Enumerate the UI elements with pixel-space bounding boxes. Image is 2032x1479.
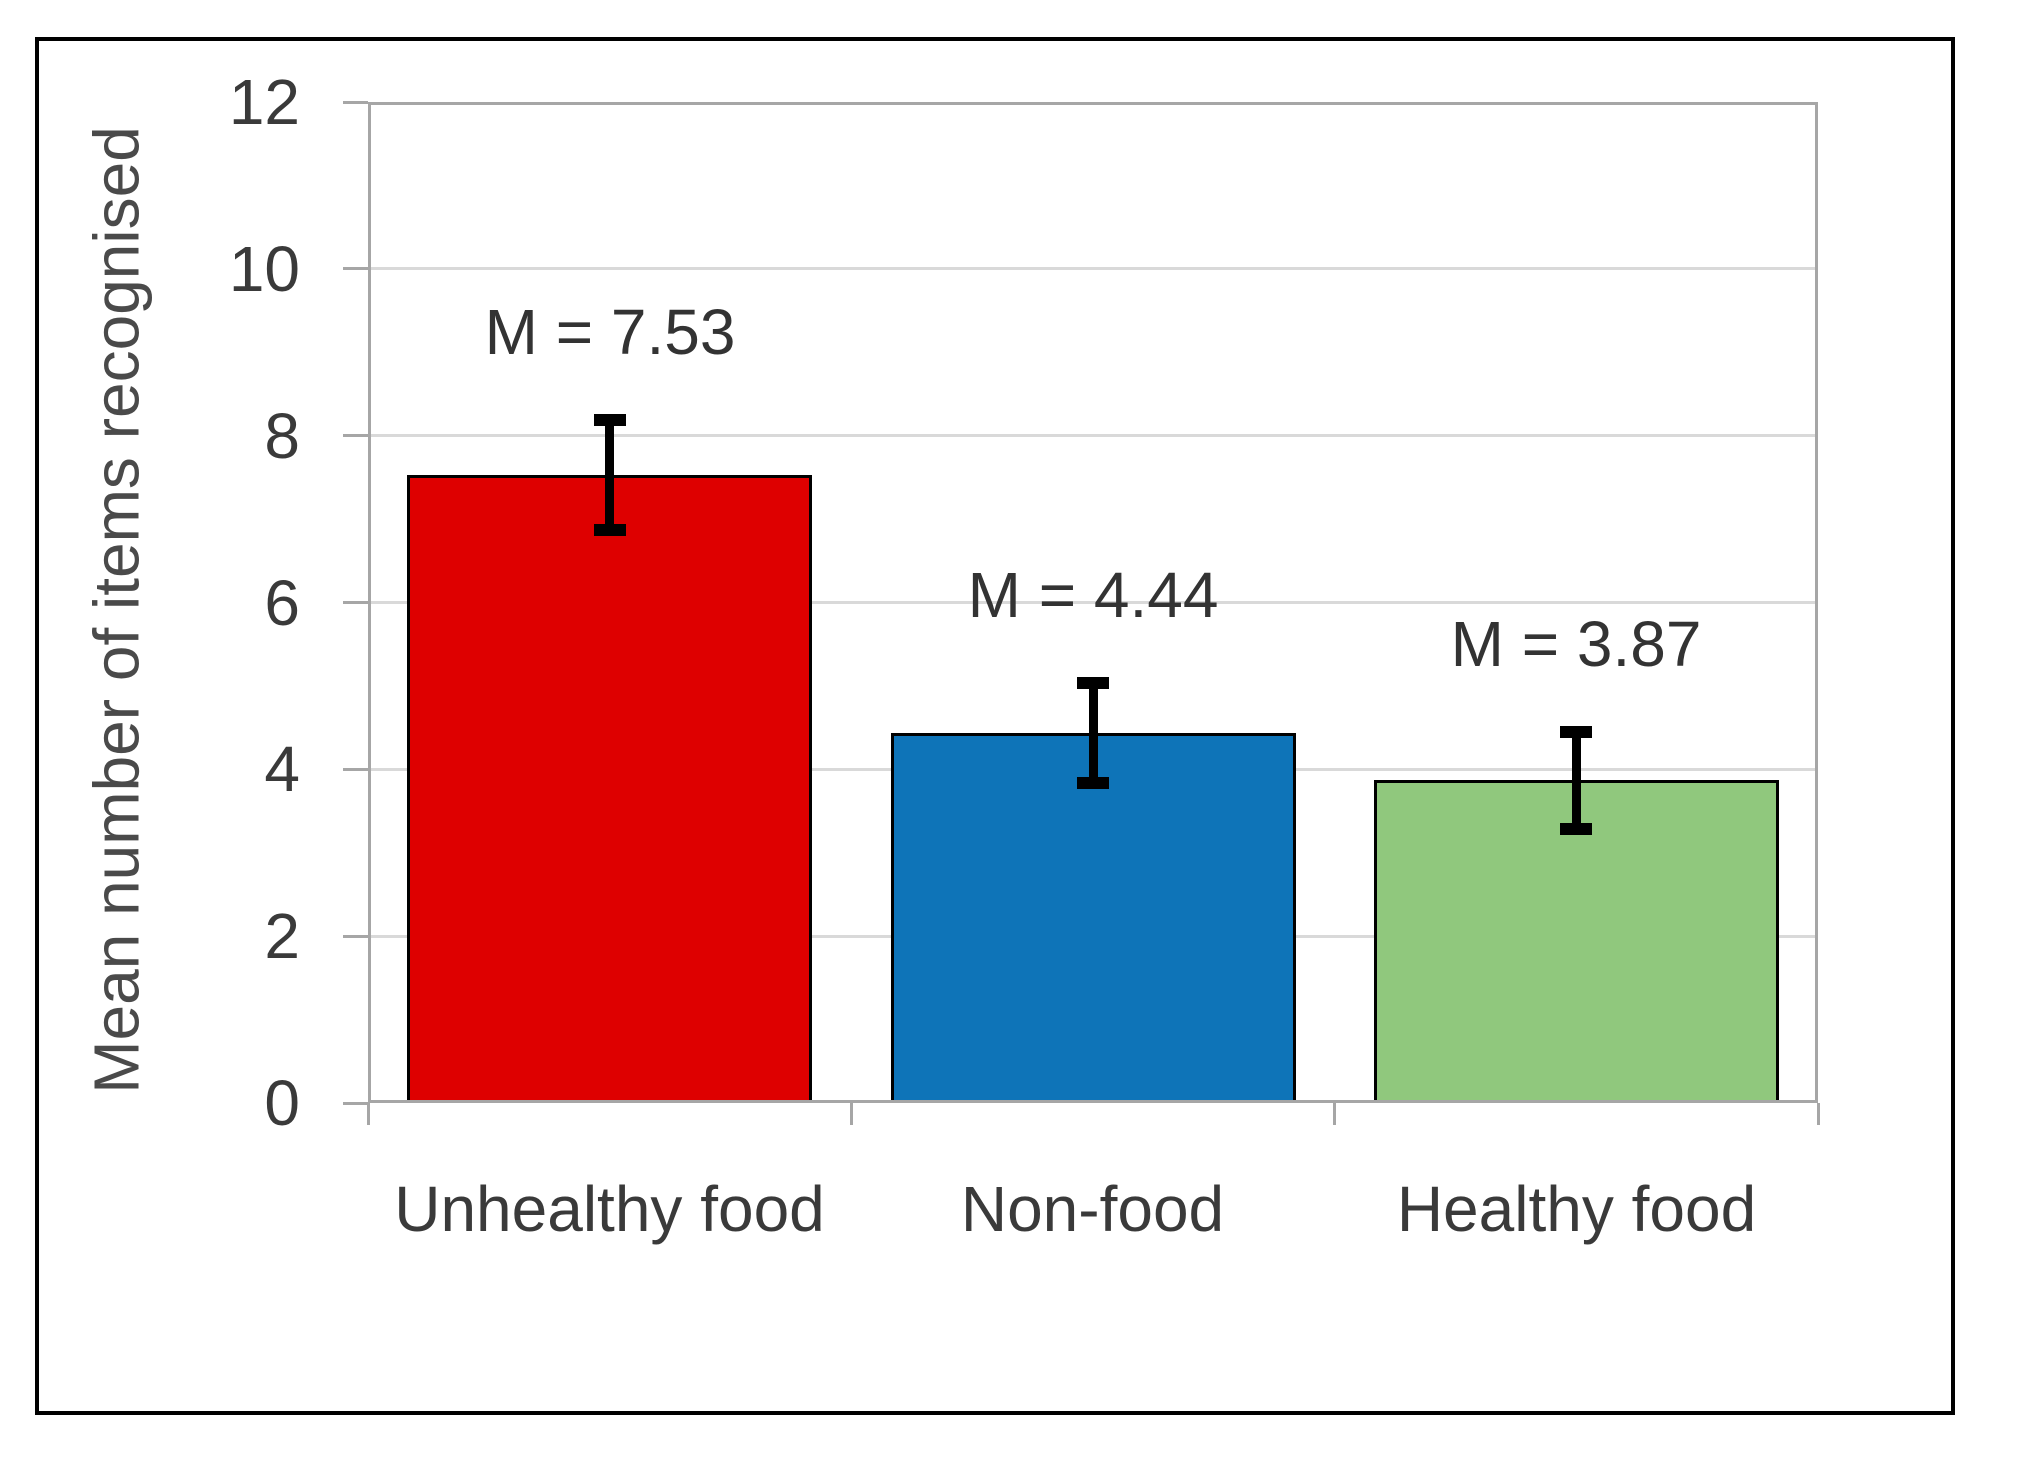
y-tick-12 <box>343 101 368 104</box>
y-tick-0 <box>343 1102 368 1105</box>
y-tick-6 <box>343 601 368 604</box>
y-tick-4 <box>343 768 368 771</box>
y-tick-label-0: 0 <box>264 1067 300 1139</box>
error-bar-cap-top-unhealthy-food <box>594 414 626 426</box>
y-tick-label-4: 4 <box>264 733 300 805</box>
x-tick-label-healthy-food: Healthy food <box>1396 1173 1757 1245</box>
y-tick-label-12: 12 <box>228 66 300 138</box>
gridline-y-8 <box>371 434 1815 437</box>
y-tick-10 <box>343 267 368 270</box>
x-tick-3 <box>1817 1103 1820 1125</box>
mean-label-healthy-food: M = 3.87 <box>1450 608 1702 680</box>
error-bar-unhealthy-food <box>605 420 614 530</box>
error-bar-cap-top-non-food <box>1077 677 1109 689</box>
y-tick-label-6: 6 <box>264 567 300 639</box>
y-tick-2 <box>343 935 368 938</box>
x-tick-0 <box>367 1103 370 1125</box>
x-axis-line <box>368 1100 1818 1103</box>
y-tick-label-2: 2 <box>264 900 300 972</box>
y-axis-title: Mean number of items recognised <box>80 126 153 1094</box>
x-tick-2 <box>1333 1103 1336 1125</box>
gridline-y-10 <box>371 267 1815 270</box>
x-tick-label-unhealthy-food: Unhealthy food <box>394 1173 825 1245</box>
bar-unhealthy-food <box>407 475 812 1103</box>
bar-non-food <box>891 733 1296 1103</box>
y-tick-8 <box>343 434 368 437</box>
error-bar-cap-bottom-unhealthy-food <box>594 524 626 536</box>
error-bar-healthy-food <box>1572 732 1581 829</box>
error-bar-cap-top-healthy-food <box>1560 726 1592 738</box>
error-bar-cap-bottom-healthy-food <box>1560 823 1592 835</box>
x-tick-1 <box>850 1103 853 1125</box>
mean-label-unhealthy-food: M = 7.53 <box>484 296 736 368</box>
mean-label-non-food: M = 4.44 <box>967 559 1219 631</box>
error-bar-non-food <box>1089 683 1098 783</box>
x-tick-label-non-food: Non-food <box>960 1173 1225 1245</box>
y-tick-label-10: 10 <box>228 233 300 305</box>
error-bar-cap-bottom-non-food <box>1077 777 1109 789</box>
gridline-y-6 <box>371 601 1815 604</box>
y-tick-label-8: 8 <box>264 400 300 472</box>
